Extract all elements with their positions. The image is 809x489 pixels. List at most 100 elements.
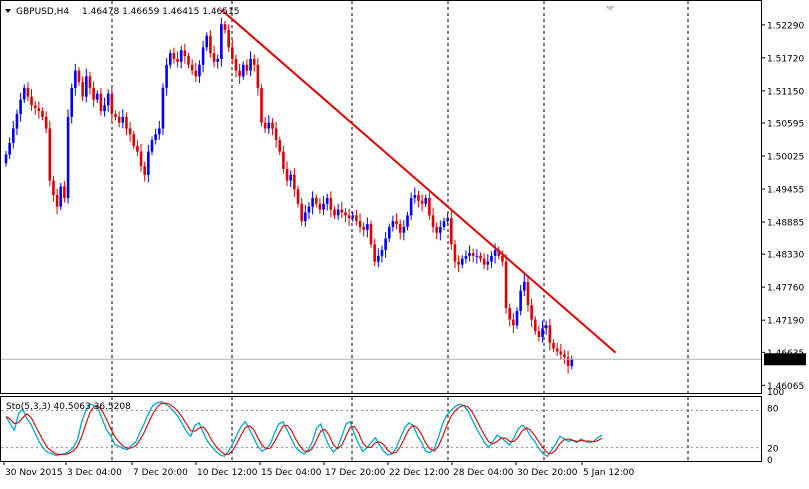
- candle-body: [285, 169, 289, 181]
- bullish-candle: [336, 203, 340, 220]
- bullish-candle: [311, 191, 314, 215]
- bearish-candle: [99, 88, 103, 116]
- candle-body: [278, 140, 282, 152]
- bearish-candle: [92, 81, 95, 108]
- candle-body: [329, 197, 333, 210]
- bullish-candle: [544, 320, 548, 335]
- candle-body: [533, 319, 537, 332]
- bearish-candle: [48, 120, 52, 187]
- bullish-candle: [439, 220, 442, 241]
- candle-body: [300, 203, 303, 222]
- candle-body: [373, 244, 376, 262]
- bearish-candle: [497, 246, 501, 260]
- candle-body: [387, 226, 391, 239]
- bearish-candle: [435, 222, 438, 240]
- scroll-shift-marker-icon[interactable]: [605, 6, 615, 11]
- candle-body: [544, 325, 548, 329]
- candle-body: [428, 197, 431, 216]
- candle-body: [150, 140, 154, 152]
- bearish-candle: [234, 54, 238, 78]
- candle-body: [512, 319, 515, 326]
- bearish-candle: [223, 20, 227, 34]
- candle-body: [99, 93, 103, 112]
- candle-body: [508, 308, 511, 320]
- candle-body: [15, 113, 19, 129]
- bearish-candle: [344, 207, 347, 222]
- bullish-candle: [95, 90, 99, 103]
- bearish-candle: [552, 339, 555, 353]
- bearish-candle: [117, 111, 121, 128]
- bullish-candle: [486, 254, 490, 271]
- bullish-candle: [121, 109, 125, 129]
- trendline[interactable]: [220, 8, 617, 354]
- candle-body: [417, 195, 420, 201]
- price-tick-label: 1.47760: [767, 284, 804, 294]
- candle-body: [205, 35, 209, 48]
- bearish-candle: [274, 121, 278, 148]
- stoch-k-line: [5, 400, 603, 458]
- candle-body: [37, 108, 41, 112]
- bearish-candle: [526, 277, 530, 312]
- bearish-candle: [533, 316, 537, 335]
- candle-body: [220, 24, 223, 59]
- candle-body: [289, 174, 292, 181]
- candle-body: [457, 261, 460, 265]
- bullish-candle: [490, 251, 493, 269]
- price-tick-label: 1.47190: [767, 317, 804, 327]
- candle-body: [77, 70, 81, 83]
- candle-body: [519, 290, 522, 311]
- candle-body: [482, 258, 486, 265]
- bullish-candle: [464, 250, 468, 264]
- bearish-candle: [471, 248, 475, 263]
- bullish-candle: [19, 92, 22, 122]
- candle-body: [44, 116, 48, 129]
- candle-body: [340, 209, 344, 213]
- candle-body: [194, 70, 198, 77]
- candle-body: [216, 58, 219, 62]
- bearish-candle: [110, 87, 114, 122]
- bearish-candle: [252, 54, 256, 72]
- candle-body: [106, 93, 110, 106]
- bullish-candle: [158, 120, 161, 140]
- candle-body: [413, 195, 417, 198]
- candle-body: [66, 116, 70, 198]
- bullish-candle: [85, 68, 88, 103]
- candle-body: [333, 209, 336, 216]
- stochastic-layer: [5, 400, 603, 458]
- bullish-candle: [154, 128, 157, 145]
- bullish-candle: [304, 204, 307, 227]
- current-price-tag: 1.46515: [764, 353, 806, 366]
- bullish-candle: [413, 187, 417, 204]
- candle-body: [460, 258, 464, 265]
- bearish-candle: [373, 238, 376, 267]
- bearish-candle: [55, 188, 59, 215]
- bullish-candle: [249, 51, 252, 77]
- candle-body: [552, 342, 555, 349]
- dropdown-triangle-icon[interactable]: [5, 9, 11, 13]
- bearish-candle: [125, 112, 128, 136]
- bearish-candle: [263, 117, 267, 133]
- time-tick-label: 10 Dec 12:00: [197, 468, 258, 478]
- bearish-candle: [81, 76, 84, 102]
- indicator-label: Sto(5,3,3) 40.5063 36.5208: [6, 402, 131, 412]
- candle-body: [409, 197, 413, 216]
- candle-body: [296, 189, 300, 204]
- bullish-candle: [12, 120, 15, 149]
- candle-body: [391, 221, 395, 227]
- bearish-candle: [300, 198, 303, 226]
- bearish-candle: [183, 43, 187, 64]
- candle-body: [468, 252, 471, 256]
- candle-body: [190, 64, 194, 71]
- bearish-candle: [88, 71, 92, 95]
- bullish-candle: [570, 355, 574, 370]
- bearish-candle: [296, 185, 300, 208]
- candle-body: [256, 64, 260, 88]
- candle-body: [530, 305, 533, 320]
- bearish-candle: [314, 194, 318, 208]
- candle-body: [223, 24, 227, 31]
- candle-body: [70, 87, 73, 117]
- candle-body: [351, 215, 355, 219]
- candle-body: [420, 200, 424, 204]
